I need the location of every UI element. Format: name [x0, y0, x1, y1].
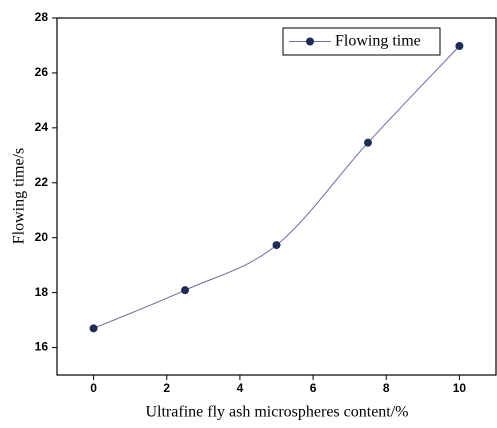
x-tick-label: 2	[163, 381, 170, 395]
series-line	[93, 45, 460, 329]
x-tick-label: 6	[310, 381, 317, 395]
y-tick-label: 26	[35, 65, 49, 79]
x-axis-title: Ultrafine fly ash microspheres content/%	[145, 404, 408, 421]
data-point	[89, 324, 98, 333]
x-tick-label: 8	[383, 381, 390, 395]
legend-marker	[306, 37, 314, 46]
data-point	[272, 241, 281, 250]
x-tick-label: 0	[90, 381, 97, 395]
y-axis-title: Flowing time/s	[11, 148, 28, 244]
y-tick-label: 18	[35, 285, 49, 299]
data-point	[363, 138, 372, 147]
data-point	[181, 286, 190, 295]
x-tick-label: 4	[237, 381, 244, 395]
y-tick-label: 22	[35, 175, 49, 189]
data-point	[455, 42, 464, 51]
y-tick-label: 16	[35, 340, 49, 354]
plot-frame	[56, 17, 497, 376]
y-tick-label: 24	[35, 120, 49, 134]
legend-label: Flowing time	[335, 33, 421, 50]
y-tick-label: 28	[35, 10, 49, 24]
y-tick-label: 20	[35, 230, 49, 244]
x-tick-label: 10	[453, 381, 467, 395]
